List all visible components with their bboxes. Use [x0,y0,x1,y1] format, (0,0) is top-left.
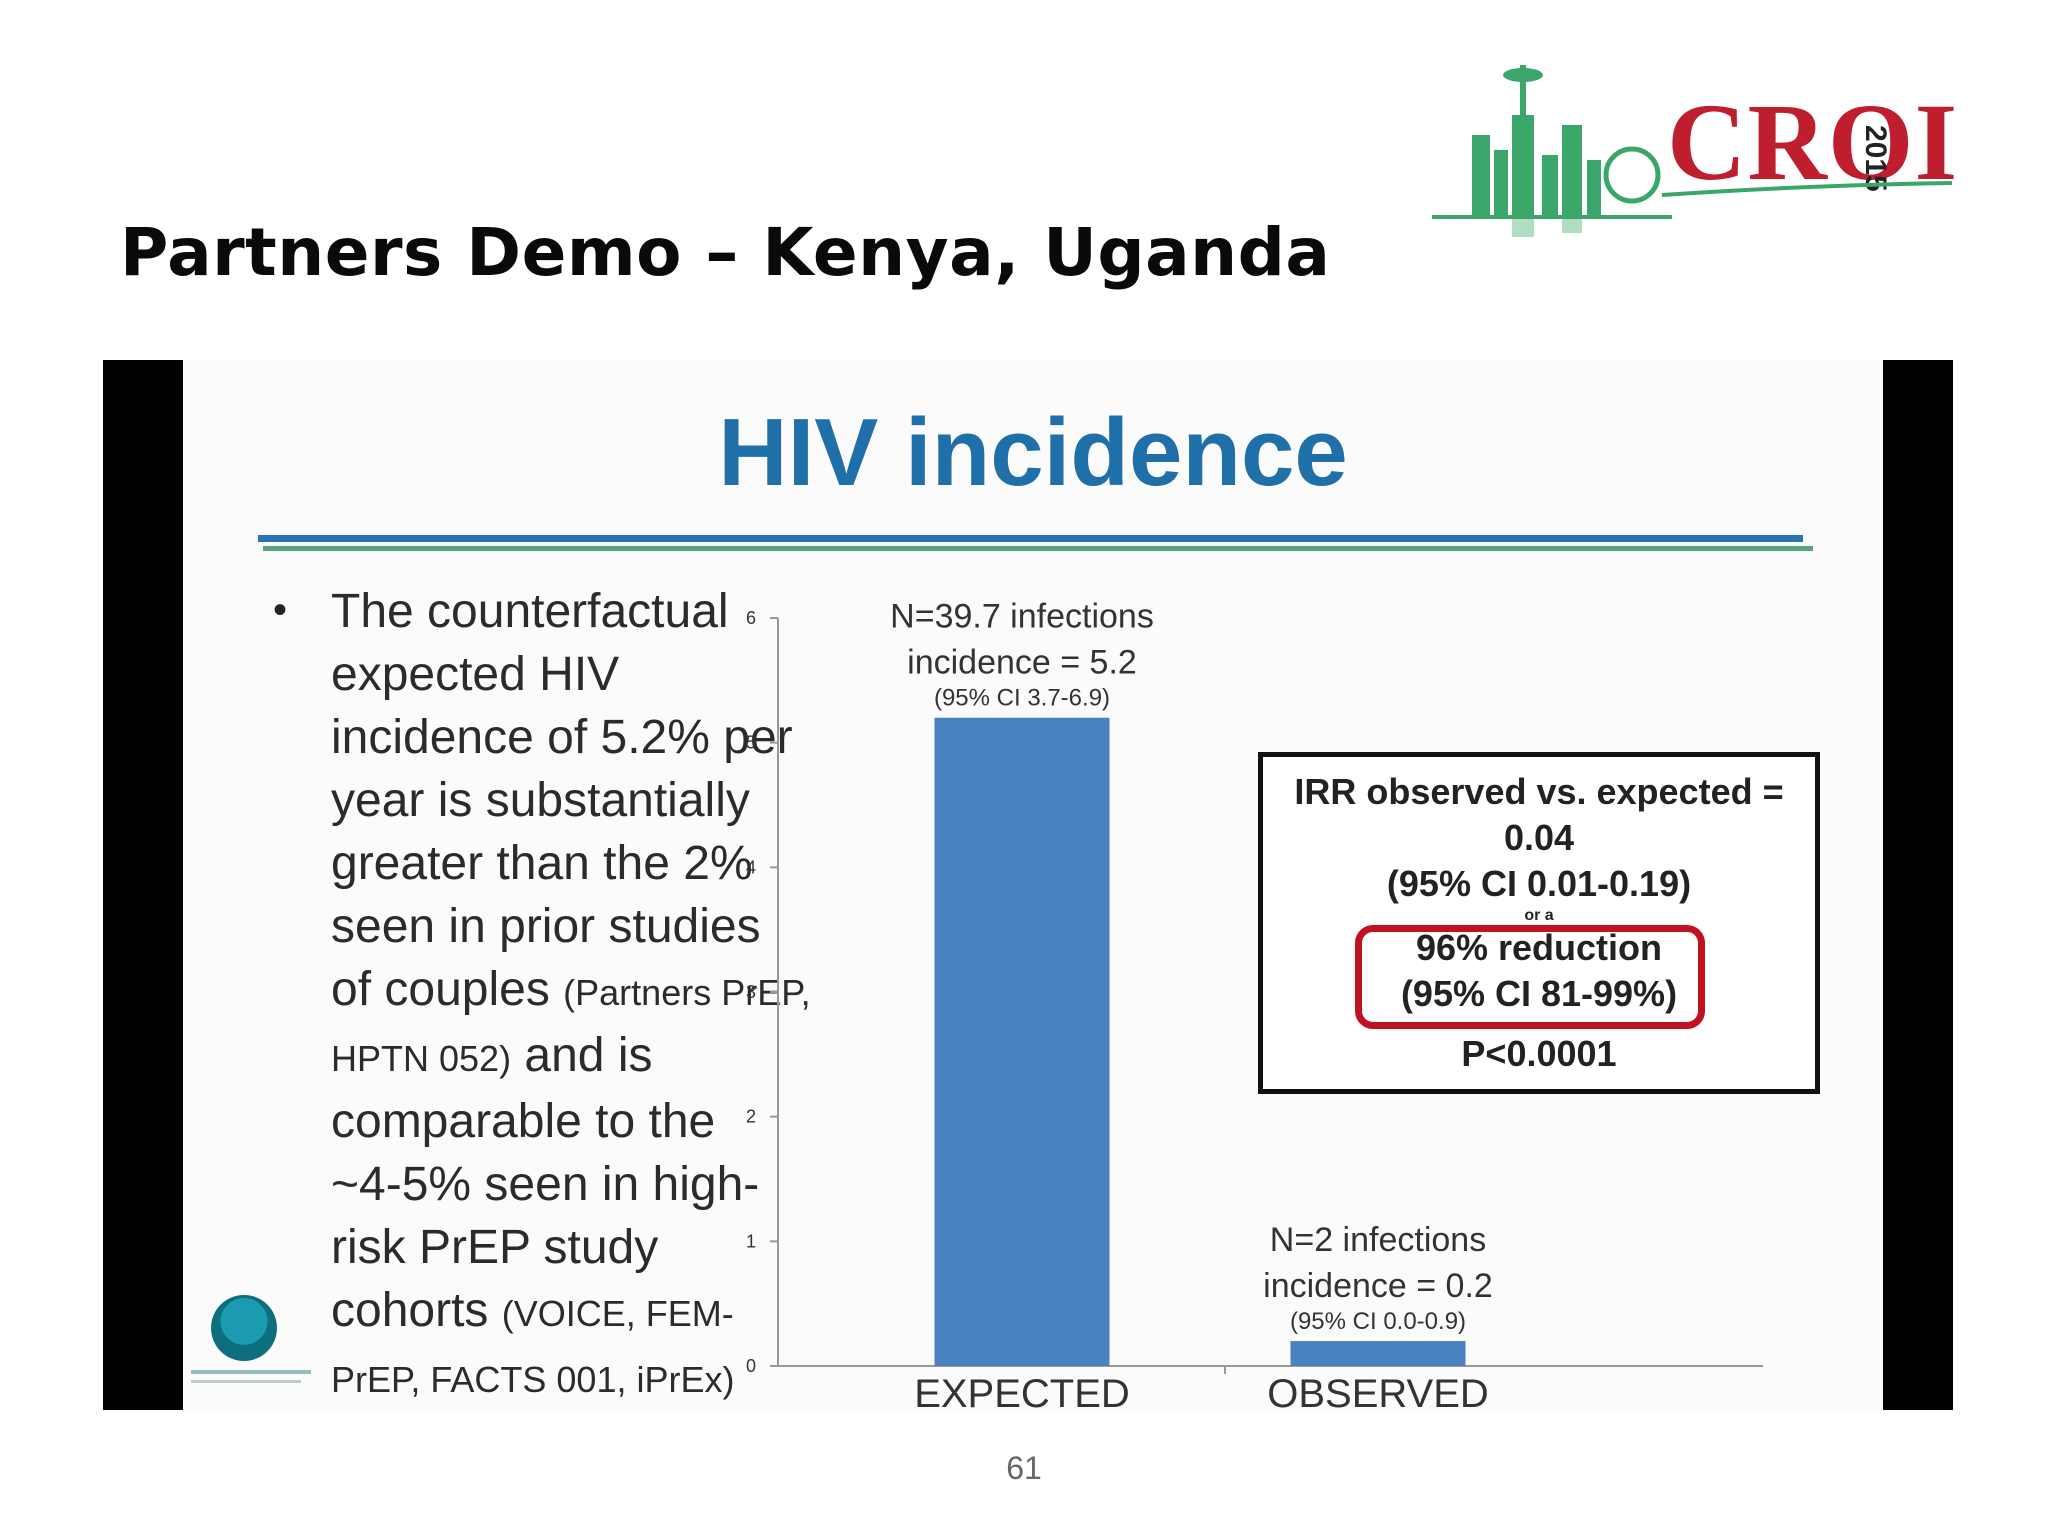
irr-callout-box: IRR observed vs. expected = 0.04 (95% CI… [1258,752,1820,1094]
data-label-line-2: incidence = 5.2 [907,644,1137,682]
bullet-ref-2: (VOICE, FEM- PrEP, FACTS 001, iPrEx) [331,1293,735,1400]
embedded-slide: HIV incidence • The counterfactual expec… [183,360,1883,1410]
slide-title: HIV incidence [718,399,1348,506]
bar-chart: 0 1 2 3 4 5 6 EXPECTED N=39.7 infections incidenc… [746,598,1763,1410]
y-tick-label: 5 [746,733,756,753]
data-label-line-1: N=39.7 infections [890,598,1154,636]
title-rule-green [263,546,1813,551]
university-logo-icon [211,1295,277,1361]
y-tick-label: 3 [746,982,756,1002]
bullet-text: The counterfactual expected HIV incidenc… [331,580,851,1411]
croi-logo: CROI 2015 [1432,55,1962,240]
video-frame: HIV incidence • The counterfactual expec… [103,360,1953,1410]
bar-expected [934,717,1110,1366]
callout-line-4: 96% reduction [1415,927,1663,968]
bullet-ref-1: (Partners PrEP, HPTN 052) [331,972,811,1079]
data-label-line-3: (95% CI 3.7-6.9) [934,685,1110,712]
croi-logo-text: CROI [1667,81,1959,203]
y-tick-label: 0 [746,1356,756,1376]
data-label-line-2: incidence = 0.2 [1263,1267,1493,1305]
y-tick-label: 2 [746,1107,756,1127]
page-number: 61 [1006,1450,1042,1486]
callout-line-6: P<0.0001 [1461,1033,1617,1074]
university-logo-caption [191,1370,311,1374]
bullet-main: The counterfactual expected HIV incidenc… [331,585,793,1016]
data-label-line-1: N=2 infections [1270,1221,1486,1259]
y-tick-label: 1 [746,1231,756,1251]
x-category-label: OBSERVED [1267,1372,1489,1410]
bullet-icon: • [273,588,288,632]
x-category-label: EXPECTED [914,1372,1130,1410]
callout-line-3: (95% CI 0.01-0.19) [1386,863,1692,904]
university-logo-caption-2 [191,1380,301,1383]
callout-line-1: IRR observed vs. expected = [1294,771,1784,812]
callout-or: or a [1524,907,1554,924]
logo-underline [1661,181,1953,197]
reduction-highlight [1355,925,1705,1029]
callout-line-5: (95% CI 81-99%) [1400,973,1678,1014]
y-tick-label: 4 [746,857,756,877]
seattle-skyline-icon [1432,65,1672,237]
bar-observed [1290,1341,1466,1366]
bullet-mid: and is comparable to the ~4-5% seen in h… [331,1029,760,1337]
page-title: Partners Demo – Kenya, Uganda [120,214,1331,291]
y-tick-label: 6 [746,608,756,628]
data-label-line-3: (95% CI 0.0-0.9) [1290,1308,1466,1335]
title-rule-blue [258,535,1803,542]
callout-line-2: 0.04 [1503,817,1575,858]
